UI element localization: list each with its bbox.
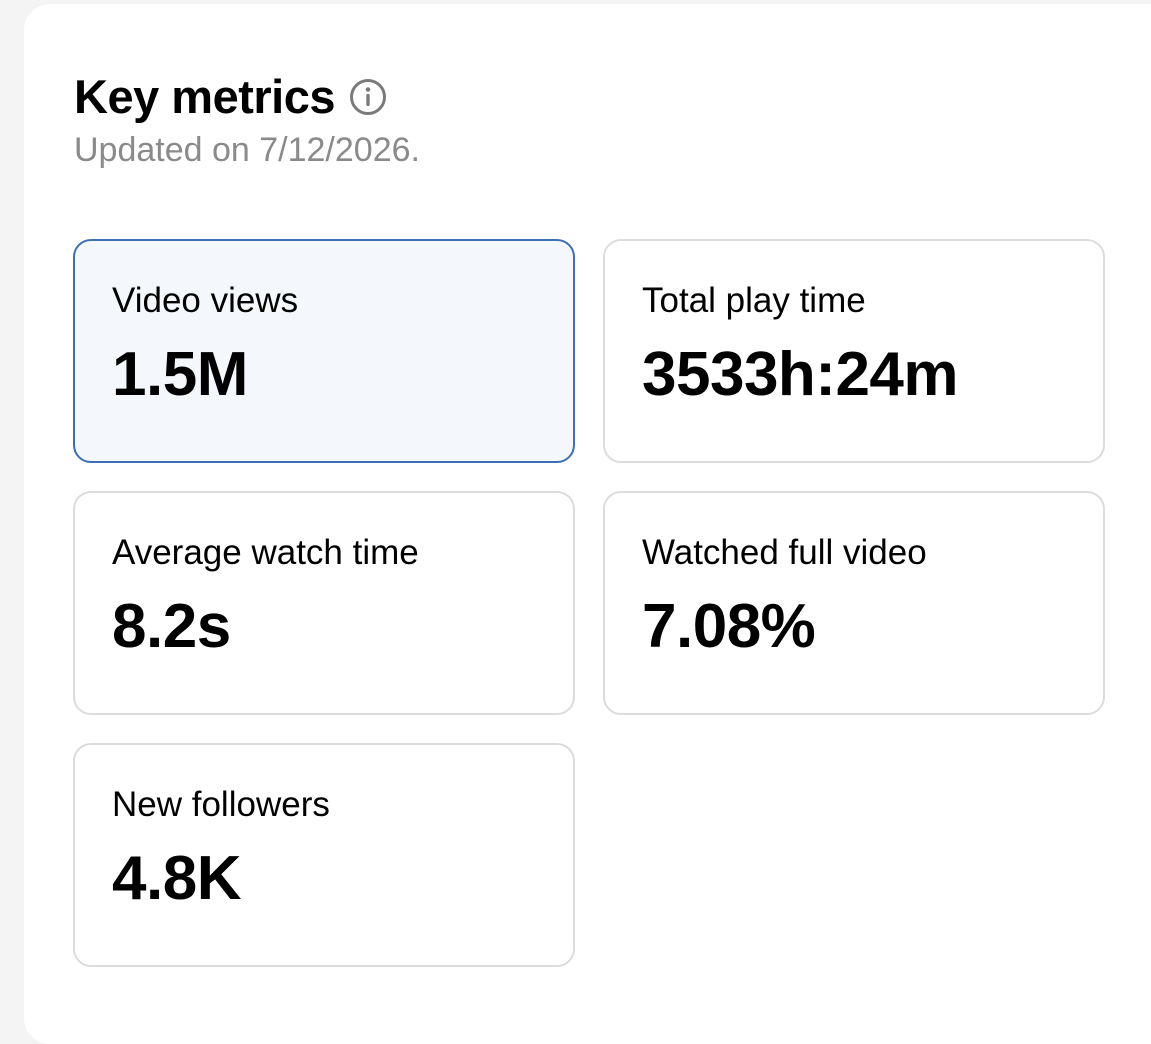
key-metrics-header: Key metrics Updated on 7/12/2026. bbox=[74, 66, 420, 172]
metric-label: Video views bbox=[112, 281, 299, 320]
metric-value: 4.8K bbox=[112, 844, 241, 913]
info-icon[interactable] bbox=[349, 78, 387, 116]
metric-card-watched-full-video[interactable]: Watched full video 7.08% bbox=[603, 491, 1105, 715]
metric-label: Average watch time bbox=[112, 533, 419, 572]
title-row: Key metrics bbox=[74, 66, 420, 128]
metric-card-video-views[interactable]: Video views 1.5M bbox=[73, 239, 575, 463]
metric-label: Watched full video bbox=[642, 533, 927, 572]
metric-value: 8.2s bbox=[112, 592, 231, 661]
page-title: Key metrics bbox=[74, 70, 336, 123]
metric-label: New followers bbox=[112, 785, 330, 824]
metric-value: 7.08% bbox=[642, 592, 816, 661]
metric-value: 3533h:24m bbox=[642, 340, 959, 409]
updated-date-text: Updated on 7/12/2026. bbox=[74, 131, 420, 169]
metric-card-new-followers[interactable]: New followers 4.8K bbox=[73, 743, 575, 967]
metric-card-total-play-time[interactable]: Total play time 3533h:24m bbox=[603, 239, 1105, 463]
metric-value: 1.5M bbox=[112, 340, 248, 409]
metric-label: Total play time bbox=[642, 281, 866, 320]
metric-card-average-watch-time[interactable]: Average watch time 8.2s bbox=[73, 491, 575, 715]
